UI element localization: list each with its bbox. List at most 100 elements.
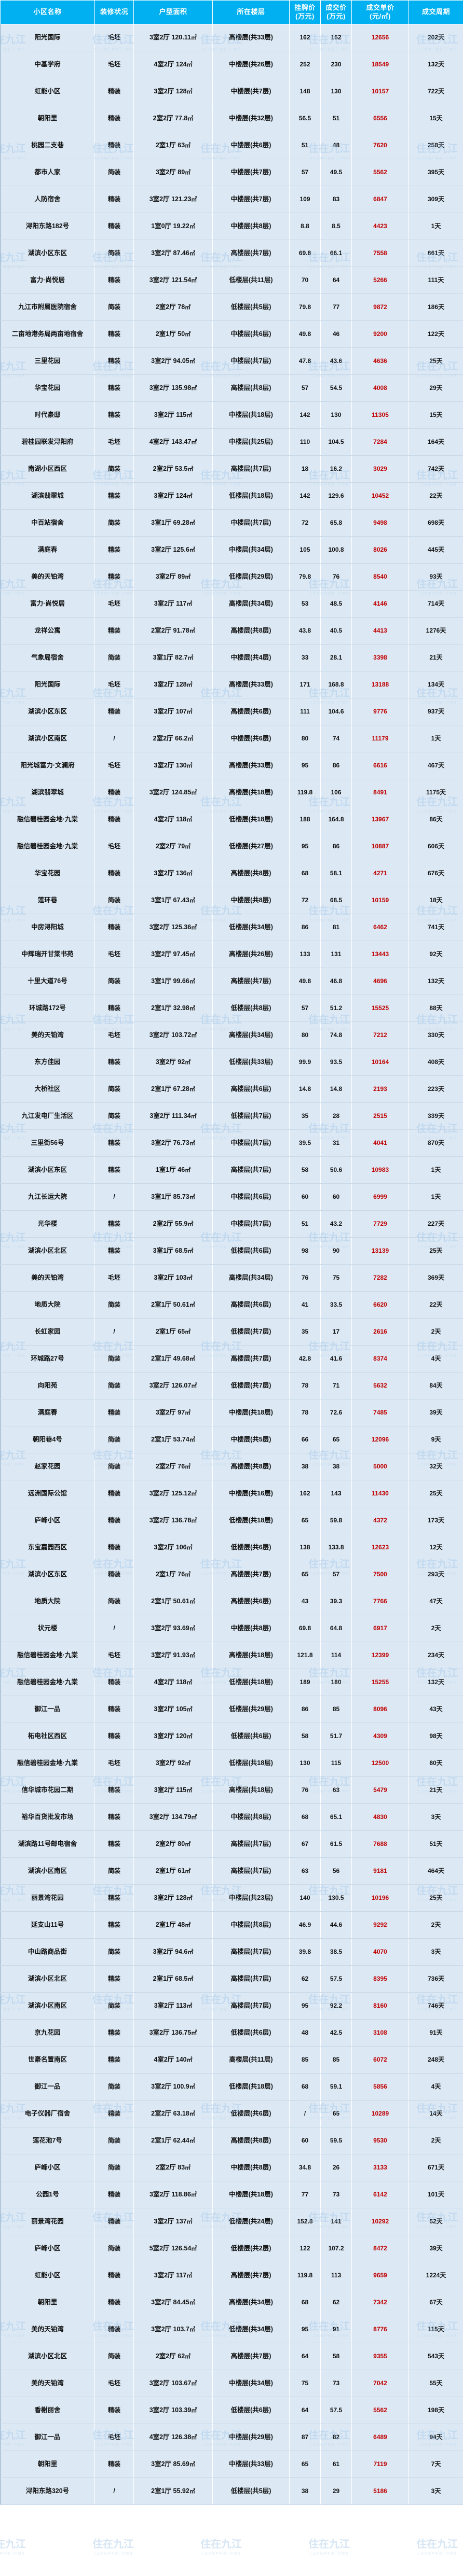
cell-layout-area: 2室2厅 80㎡ bbox=[133, 1830, 213, 1858]
cell-floor-level: 高楼层(共6层) bbox=[212, 1075, 290, 1103]
cell-floor-level: 低楼层(共18层) bbox=[212, 1669, 290, 1696]
cell-listing-price: 38 bbox=[289, 2477, 321, 2505]
area-unit: ㎡ bbox=[186, 2219, 193, 2225]
cell-listing-price: 60 bbox=[289, 2127, 321, 2154]
cell-unit-price: 5000 bbox=[351, 1453, 409, 1480]
cell-deal-cycle: 14天 bbox=[408, 2100, 463, 2127]
cell-deal-cycle: 258天 bbox=[408, 132, 463, 159]
cell-listing-price: 78 bbox=[289, 1399, 321, 1426]
cell-layout-area: 3室2厅 103.39㎡ bbox=[133, 2397, 213, 2424]
area-unit: ㎡ bbox=[189, 547, 195, 554]
cell-layout-area: 4室2厅 118㎡ bbox=[133, 1669, 213, 1696]
cell-unit-price: 10196 bbox=[351, 1884, 409, 1912]
cell-deal-cycle: 2天 bbox=[408, 1911, 463, 1939]
cell-community-name: 东宝嘉园西区 bbox=[0, 1534, 95, 1561]
cell-unit-price: 8395 bbox=[351, 1965, 409, 1993]
cell-listing-price: 56.5 bbox=[289, 105, 321, 132]
watermark-text: 住在九江九江房地产垂直门户网站 bbox=[200, 2539, 242, 2556]
cell-deal-cycle: 223天 bbox=[408, 1075, 463, 1103]
table-row: 赵家花园 简装 2室2厅 76㎡ 高楼层(共8层) 38 38 5000 32天 bbox=[0, 1453, 463, 1480]
cell-layout-area: 3室2厅 125.6㎡ bbox=[133, 536, 213, 564]
area-unit: ㎡ bbox=[191, 2246, 197, 2252]
cell-listing-price: 65 bbox=[289, 2451, 321, 2478]
cell-deal-price: 74 bbox=[320, 725, 352, 752]
cell-deal-price: 42.5 bbox=[320, 2019, 352, 2047]
cell-community-name: 湖滨小区北区 bbox=[0, 1237, 95, 1265]
cell-deal-price: 26 bbox=[320, 2154, 352, 2181]
cell-unit-price: 3133 bbox=[351, 2154, 409, 2181]
cell-listing-price: 95 bbox=[289, 2316, 321, 2343]
cell-deal-cycle: 746天 bbox=[408, 1992, 463, 2020]
cell-community-name: 湖滨翡翠城 bbox=[0, 482, 95, 510]
cell-deal-cycle: 80天 bbox=[408, 1749, 463, 1777]
cell-deal-cycle: 94天 bbox=[408, 2424, 463, 2451]
area-unit: ㎡ bbox=[191, 277, 197, 284]
table-row: 美的天铂湾 精装 3室2厅 89㎡ 低楼层(共29层) 79.8 76 8540 93天 bbox=[0, 563, 463, 591]
cell-decoration-status: 精装 bbox=[94, 1830, 134, 1858]
area-unit: ㎡ bbox=[186, 871, 193, 877]
cell-floor-level: 高楼层(共34层) bbox=[212, 1264, 290, 1292]
cell-deal-cycle: 369天 bbox=[408, 1264, 463, 1292]
cell-listing-price: 39.5 bbox=[289, 1129, 321, 1157]
cell-deal-price: 74.8 bbox=[320, 1021, 352, 1049]
cell-unit-price: 4070 bbox=[351, 1938, 409, 1966]
cell-layout-area: 2室2厅 79㎡ bbox=[133, 833, 213, 860]
cell-layout-area: 3室2厅 97㎡ bbox=[133, 1399, 213, 1426]
area-unit: ㎡ bbox=[185, 844, 191, 850]
table-row: 阳光城富力·文澜府 毛坯 3室2厅 130㎡ 高楼层(共33层) 95 86 6616 467… bbox=[0, 752, 463, 779]
cell-deal-price: 85 bbox=[320, 2046, 352, 2074]
cell-decoration-status: 简装 bbox=[94, 1291, 134, 1319]
cell-decoration-status: 精装 bbox=[94, 698, 134, 725]
cell-floor-level: 中楼层(共34层) bbox=[212, 536, 290, 564]
cell-deal-price: 100.8 bbox=[320, 536, 352, 564]
table-row: 莲环巷 简装 3室1厅 67.43㎡ 中楼层(共8层) 72 68.5 10159 18天 bbox=[0, 887, 463, 914]
cell-listing-price: 38 bbox=[289, 1453, 321, 1480]
area-unit: ㎡ bbox=[187, 116, 194, 122]
table-row: 大桥社区 简装 2室1厅 67.28㎡ 高楼层(共6层) 14.8 14.8 2193 223… bbox=[0, 1075, 463, 1103]
cell-unit-price: 13188 bbox=[351, 671, 409, 698]
cell-deal-cycle: 395天 bbox=[408, 159, 463, 186]
cell-listing-price: 121.8 bbox=[289, 1642, 321, 1669]
area-unit: ㎡ bbox=[189, 2461, 195, 2468]
column-header-deal-price: 成交价 (万元) bbox=[320, 0, 352, 24]
cell-layout-area: 3室2厅 89㎡ bbox=[133, 563, 213, 591]
table-row: 美的天铂湾 毛坯 3室2厅 103.72㎡ 高楼层(共34层) 80 74.8 7212 33… bbox=[0, 1021, 463, 1049]
cell-decoration-status: 精装 bbox=[94, 132, 134, 159]
area-unit: ㎡ bbox=[190, 1113, 197, 1120]
cell-listing-price: 142 bbox=[289, 482, 321, 510]
cell-community-name: 美的天铂湾 bbox=[0, 1021, 95, 1049]
cell-floor-level: 中楼层(共5层) bbox=[212, 1426, 290, 1453]
cell-layout-area: 3室2厅 124.85㎡ bbox=[133, 779, 213, 806]
area-unit: ㎡ bbox=[186, 2273, 193, 2279]
cell-decoration-status: 精装 bbox=[94, 482, 134, 510]
cell-deal-price: 115 bbox=[320, 1749, 352, 1777]
cell-layout-area: 3室2厅 89㎡ bbox=[133, 159, 213, 186]
cell-community-name: 人防宿舍 bbox=[0, 186, 95, 213]
cell-deal-price: 58 bbox=[320, 2343, 352, 2370]
cell-unit-price: 4041 bbox=[351, 1129, 409, 1157]
table-row: 气象局宿舍 简装 3室1厅 82.7㎡ 中楼层(共4层) 33 28.1 3398 21天 bbox=[0, 644, 463, 671]
area-unit: ㎡ bbox=[186, 1275, 193, 1282]
cell-listing-price: 65 bbox=[289, 1561, 321, 1588]
area-unit: ㎡ bbox=[185, 1410, 191, 1417]
area-unit: ㎡ bbox=[185, 1464, 191, 1471]
table-row: 都市人家 简装 3室2厅 89㎡ 中楼层(共7层) 57 49.5 5562 395天 bbox=[0, 159, 463, 186]
cell-floor-level: 高楼层(共8层) bbox=[212, 1453, 290, 1480]
cell-decoration-status: 毛坯 bbox=[94, 752, 134, 779]
table-row: 中百站宿舍 简装 3室1厅 69.28㎡ 中楼层(共7层) 72 65.8 9498 698天 bbox=[0, 509, 463, 537]
cell-deal-price: 164.8 bbox=[320, 806, 352, 833]
cell-layout-area: 3室2厅 117㎡ bbox=[133, 2262, 213, 2289]
table-row: 光华楼 精装 2室2厅 55.9㎡ 中楼层(共7层) 51 43.2 7729 227天 bbox=[0, 1210, 463, 1238]
cell-deal-price: 106 bbox=[320, 779, 352, 806]
column-header-line1: 装修状况 bbox=[100, 8, 128, 16]
cell-layout-area: 3室2厅 120㎡ bbox=[133, 1723, 213, 1750]
cell-deal-cycle: 134天 bbox=[408, 671, 463, 698]
cell-floor-level: 中楼层(共26层) bbox=[212, 51, 290, 78]
cell-layout-area: 3室2厅 118.86㎡ bbox=[133, 2181, 213, 2208]
cell-decoration-status: 精装 bbox=[94, 536, 134, 564]
area-unit: ㎡ bbox=[186, 62, 193, 68]
cell-unit-price: 2515 bbox=[351, 1102, 409, 1130]
cell-listing-price: 63 bbox=[289, 1857, 321, 1885]
cell-listing-price: 43 bbox=[289, 1588, 321, 1615]
cell-listing-price: 122 bbox=[289, 2235, 321, 2262]
